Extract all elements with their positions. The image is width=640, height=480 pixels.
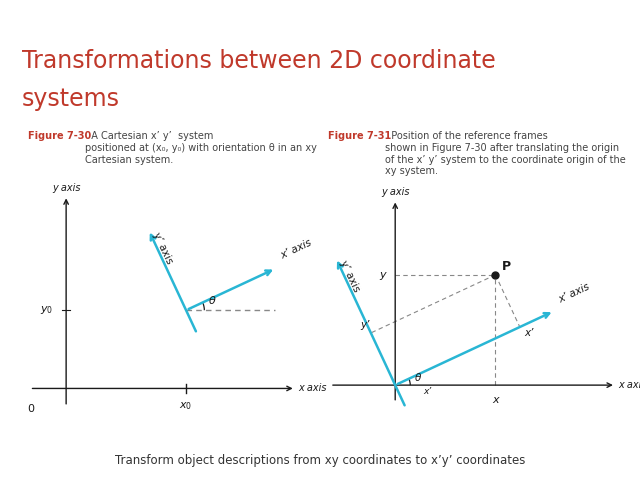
Text: 0: 0 (27, 404, 34, 414)
Text: x’: x’ (423, 387, 431, 396)
Text: x’: x’ (524, 328, 533, 338)
Text: y axis: y axis (52, 183, 81, 193)
Text: x: x (492, 395, 499, 405)
Text: $\theta$: $\theta$ (414, 371, 422, 383)
Text: Transformations between 2D coordinate: Transformations between 2D coordinate (22, 49, 496, 73)
Text: x’ axis: x’ axis (278, 237, 313, 261)
Text: x axis: x axis (298, 384, 326, 394)
Text: A Cartesian x’ y’  system
positioned at (x₀, y₀) with orientation θ in an xy
Car: A Cartesian x’ y’ system positioned at (… (85, 132, 317, 165)
Text: y’ axis: y’ axis (339, 259, 362, 293)
Text: y axis: y axis (381, 187, 410, 197)
Text: Transform object descriptions from xy coordinates to x’y’ coordinates: Transform object descriptions from xy co… (115, 454, 525, 467)
Text: 39: 39 (603, 10, 624, 24)
Text: Position of the reference frames
shown in Figure 7-30 after translating the orig: Position of the reference frames shown i… (385, 132, 626, 176)
Text: y’ axis: y’ axis (151, 231, 175, 265)
Text: x’ axis: x’ axis (557, 282, 591, 305)
Text: Figure 7-31: Figure 7-31 (328, 132, 391, 142)
Text: Figure 7-30: Figure 7-30 (28, 132, 92, 142)
Text: y’: y’ (360, 320, 369, 330)
Text: $y_0$: $y_0$ (40, 304, 53, 316)
Text: x axis: x axis (618, 380, 640, 390)
Text: P: P (502, 260, 511, 273)
Text: $\theta$: $\theta$ (208, 294, 216, 306)
Text: $x_0$: $x_0$ (179, 400, 193, 412)
Text: y: y (380, 270, 386, 280)
Text: systems: systems (22, 87, 120, 111)
